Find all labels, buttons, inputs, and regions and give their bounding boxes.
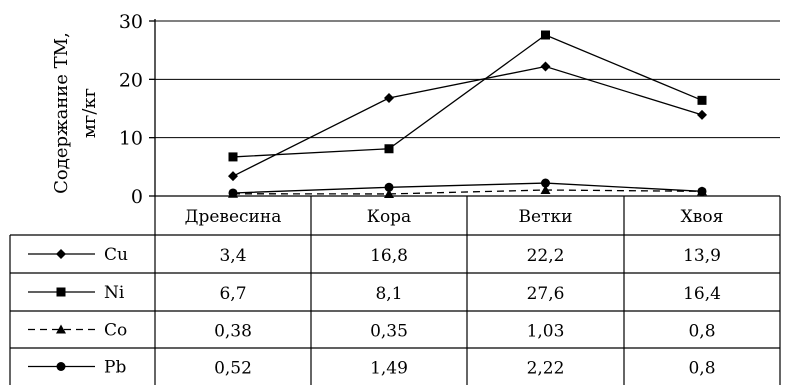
legend-key-cu bbox=[28, 249, 95, 259]
legend-key-co bbox=[28, 324, 95, 334]
marker-square bbox=[384, 144, 394, 154]
table-cell-value: 0,8 bbox=[688, 322, 715, 342]
marker-circle bbox=[697, 186, 707, 196]
marker-diamond bbox=[540, 61, 551, 72]
table-cell-value: 16,4 bbox=[683, 284, 721, 304]
series-line-ni bbox=[232, 34, 703, 158]
marker-diamond bbox=[384, 93, 394, 103]
marker-circle bbox=[56, 362, 66, 371]
category-label: Древесина bbox=[185, 207, 282, 227]
table-cell-value: 1,03 bbox=[527, 322, 565, 342]
series-line-cu bbox=[232, 65, 703, 177]
table-cell-value: 2,22 bbox=[527, 359, 565, 379]
table-cell-value: 0,8 bbox=[688, 359, 715, 379]
table-cell-value: 22,2 bbox=[527, 246, 565, 266]
marker-triangle bbox=[56, 324, 66, 334]
data-table: Древесина Кора Ветки Хвоя Cu 3,4 16,8 22,2 13,9 N… bbox=[9, 195, 781, 385]
legend-label: Ni bbox=[104, 283, 125, 303]
marker-diamond bbox=[697, 109, 707, 120]
marker-square bbox=[228, 152, 238, 162]
marker-diamond bbox=[228, 171, 238, 182]
y-tick-label: 10 bbox=[119, 128, 143, 150]
y-tick-label: 20 bbox=[119, 69, 143, 91]
table-cell-value: 13,9 bbox=[683, 246, 721, 266]
table-cell-value: 3,4 bbox=[219, 246, 246, 266]
category-label: Ветки bbox=[519, 207, 573, 227]
series-ni bbox=[228, 30, 707, 162]
table-cell-value: 16,8 bbox=[370, 246, 408, 266]
marker-square bbox=[56, 287, 66, 297]
legend-label: Cu bbox=[104, 245, 128, 265]
marker-diamond bbox=[56, 249, 66, 259]
marker-circle bbox=[384, 182, 394, 192]
marker-circle bbox=[228, 188, 238, 198]
series-line-co bbox=[232, 189, 703, 195]
series-line-pb bbox=[232, 182, 703, 194]
legend-label: Pb bbox=[104, 358, 126, 378]
y-axis-label-line-1: Содержание ТМ, bbox=[51, 32, 72, 194]
legend-key-pb bbox=[28, 362, 95, 371]
y-tick-label: 30 bbox=[119, 11, 143, 33]
table-cell-value: 27,6 bbox=[527, 284, 565, 304]
y-tick-label: 0 bbox=[131, 186, 143, 208]
marker-square bbox=[541, 30, 550, 40]
table-cell-value: 8,1 bbox=[375, 284, 402, 304]
series-cu bbox=[228, 61, 707, 182]
y-tick-labels: 0 10 20 30 bbox=[119, 11, 143, 208]
marker-circle bbox=[541, 178, 550, 188]
legend-label: Co bbox=[104, 321, 127, 341]
y-axis-label: Содержание ТМ, мг/кг bbox=[51, 32, 100, 194]
marker-square bbox=[697, 95, 707, 105]
gridlines bbox=[155, 20, 780, 139]
series-lines bbox=[228, 30, 707, 198]
legend-key-ni bbox=[28, 287, 95, 297]
table-cell-value: 6,7 bbox=[219, 284, 246, 304]
y-axis-label-line-2: мг/кг bbox=[79, 88, 100, 138]
category-label: Хвоя bbox=[681, 207, 724, 227]
marker-triangle bbox=[540, 184, 551, 194]
series-pb bbox=[228, 178, 707, 198]
table-cell-value: 0,52 bbox=[214, 359, 252, 379]
table-cell-value: 1,49 bbox=[370, 359, 408, 379]
axes bbox=[149, 19, 156, 197]
category-label: Кора bbox=[367, 207, 411, 227]
table-cell-value: 0,38 bbox=[214, 322, 252, 342]
table-cell-value: 0,35 bbox=[370, 322, 408, 342]
